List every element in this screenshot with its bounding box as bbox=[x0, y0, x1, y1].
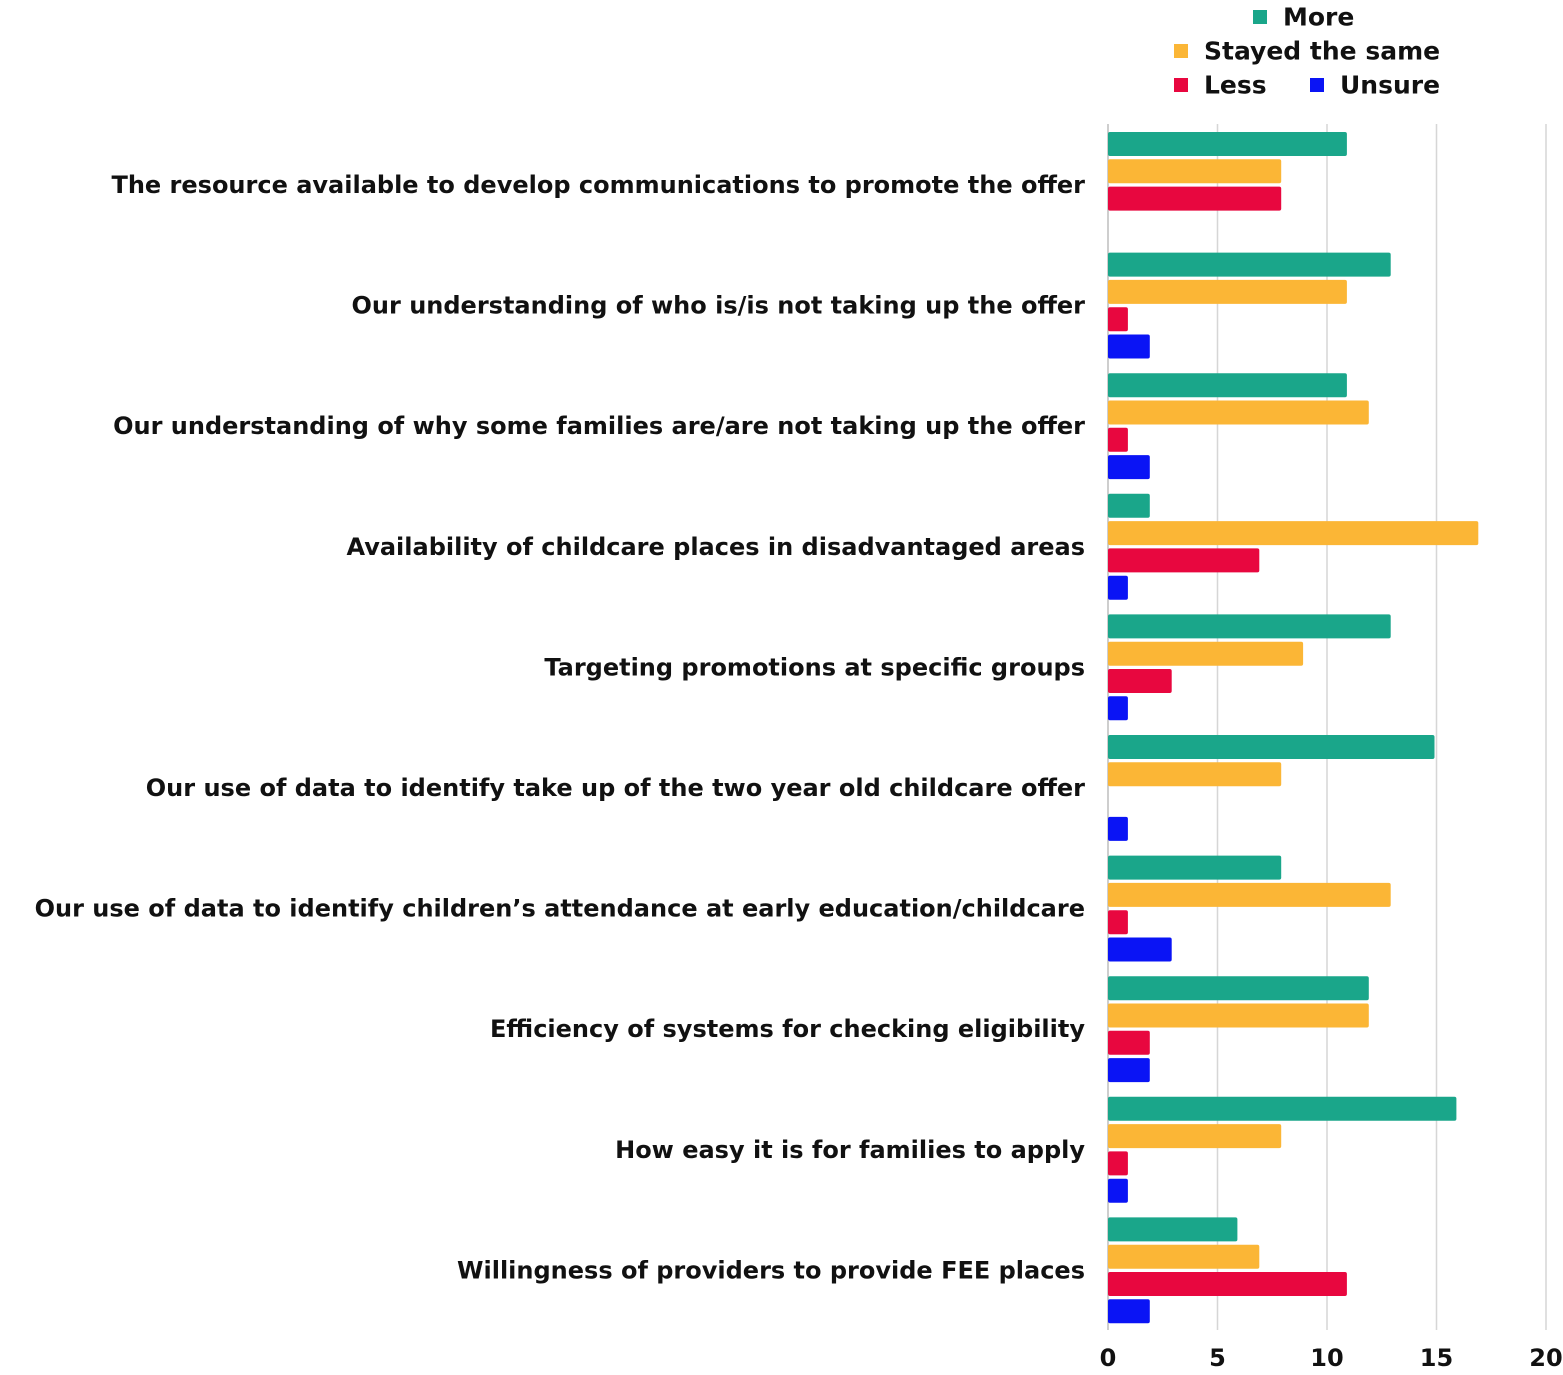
category-label: How easy it is for families to apply bbox=[615, 1136, 1085, 1164]
category-label: Our understanding of why some families a… bbox=[113, 412, 1085, 440]
legend-swatch bbox=[1174, 44, 1188, 58]
bar-more bbox=[1108, 252, 1391, 277]
bar-more bbox=[1108, 855, 1282, 880]
bar-more bbox=[1108, 735, 1435, 759]
bar-unsure bbox=[1108, 575, 1128, 600]
category-label: The resource available to develop commun… bbox=[111, 171, 1085, 199]
category-label: Our understanding of who is/is not takin… bbox=[352, 292, 1086, 320]
bar-less bbox=[1108, 186, 1282, 211]
bar-unsure bbox=[1108, 455, 1150, 480]
x-tick-label: 10 bbox=[1310, 1344, 1343, 1372]
legend-label: Unsure bbox=[1340, 71, 1440, 100]
bar-unsure bbox=[1108, 696, 1128, 721]
gridlines bbox=[1107, 124, 1547, 1330]
bars-layer bbox=[1108, 132, 1479, 1324]
legend-swatch bbox=[1253, 10, 1267, 24]
bar-stayed-the-same bbox=[1108, 159, 1282, 184]
bar-less bbox=[1108, 669, 1172, 693]
bar-more bbox=[1108, 373, 1347, 398]
bar-stayed-the-same bbox=[1108, 521, 1479, 546]
category-label: Efficiency of systems for checking eligi… bbox=[490, 1015, 1085, 1043]
legend-swatch bbox=[1174, 78, 1188, 92]
bar-unsure bbox=[1108, 1178, 1128, 1203]
legend-label: Less bbox=[1204, 71, 1267, 100]
bar-stayed-the-same bbox=[1108, 1124, 1282, 1149]
category-label: Availability of childcare places in disa… bbox=[346, 533, 1085, 561]
bar-stayed-the-same bbox=[1108, 882, 1391, 907]
bar-stayed-the-same bbox=[1108, 641, 1304, 666]
category-labels: The resource available to develop commun… bbox=[35, 171, 1086, 1284]
category-label: Targeting promotions at specific groups bbox=[544, 653, 1085, 681]
bar-more bbox=[1108, 132, 1347, 156]
bar-more bbox=[1108, 976, 1369, 1001]
bar-more bbox=[1108, 1096, 1457, 1121]
category-label: Our use of data to identify take up of t… bbox=[146, 774, 1085, 802]
category-label: Our use of data to identify children’s a… bbox=[35, 895, 1085, 923]
bar-less bbox=[1108, 427, 1128, 452]
bar-less bbox=[1108, 1030, 1150, 1055]
legend-swatch bbox=[1310, 78, 1324, 92]
bar-less bbox=[1108, 1151, 1128, 1176]
bar-unsure bbox=[1108, 1299, 1150, 1324]
x-axis-ticks: 0 5 10 15 20 bbox=[1100, 1344, 1563, 1372]
bar-stayed-the-same bbox=[1108, 762, 1282, 787]
bar-more bbox=[1108, 1217, 1238, 1242]
bar-more bbox=[1108, 493, 1150, 518]
x-tick-label: 0 bbox=[1100, 1344, 1117, 1372]
bar-stayed-the-same bbox=[1108, 400, 1369, 425]
legend-label: Stayed the same bbox=[1204, 37, 1440, 66]
x-tick-label: 15 bbox=[1420, 1344, 1453, 1372]
bar-less bbox=[1108, 307, 1128, 332]
bar-unsure bbox=[1108, 937, 1172, 962]
legend-label: More bbox=[1283, 3, 1354, 32]
bar-stayed-the-same bbox=[1108, 1244, 1260, 1269]
bar-stayed-the-same bbox=[1108, 1003, 1369, 1028]
category-label: Willingness of providers to provide FEE … bbox=[457, 1256, 1085, 1284]
bar-less bbox=[1108, 910, 1128, 935]
bar-unsure bbox=[1108, 816, 1128, 841]
bar-unsure bbox=[1108, 334, 1150, 359]
bar-stayed-the-same bbox=[1108, 279, 1347, 304]
bar-unsure bbox=[1108, 1058, 1150, 1083]
x-tick-label: 5 bbox=[1209, 1344, 1226, 1372]
bar-less bbox=[1108, 1272, 1347, 1296]
bar-more bbox=[1108, 614, 1391, 639]
x-tick-label: 20 bbox=[1529, 1344, 1562, 1372]
legend: More Stayed the same Less Unsure bbox=[1174, 3, 1440, 100]
bar-less bbox=[1108, 548, 1260, 573]
